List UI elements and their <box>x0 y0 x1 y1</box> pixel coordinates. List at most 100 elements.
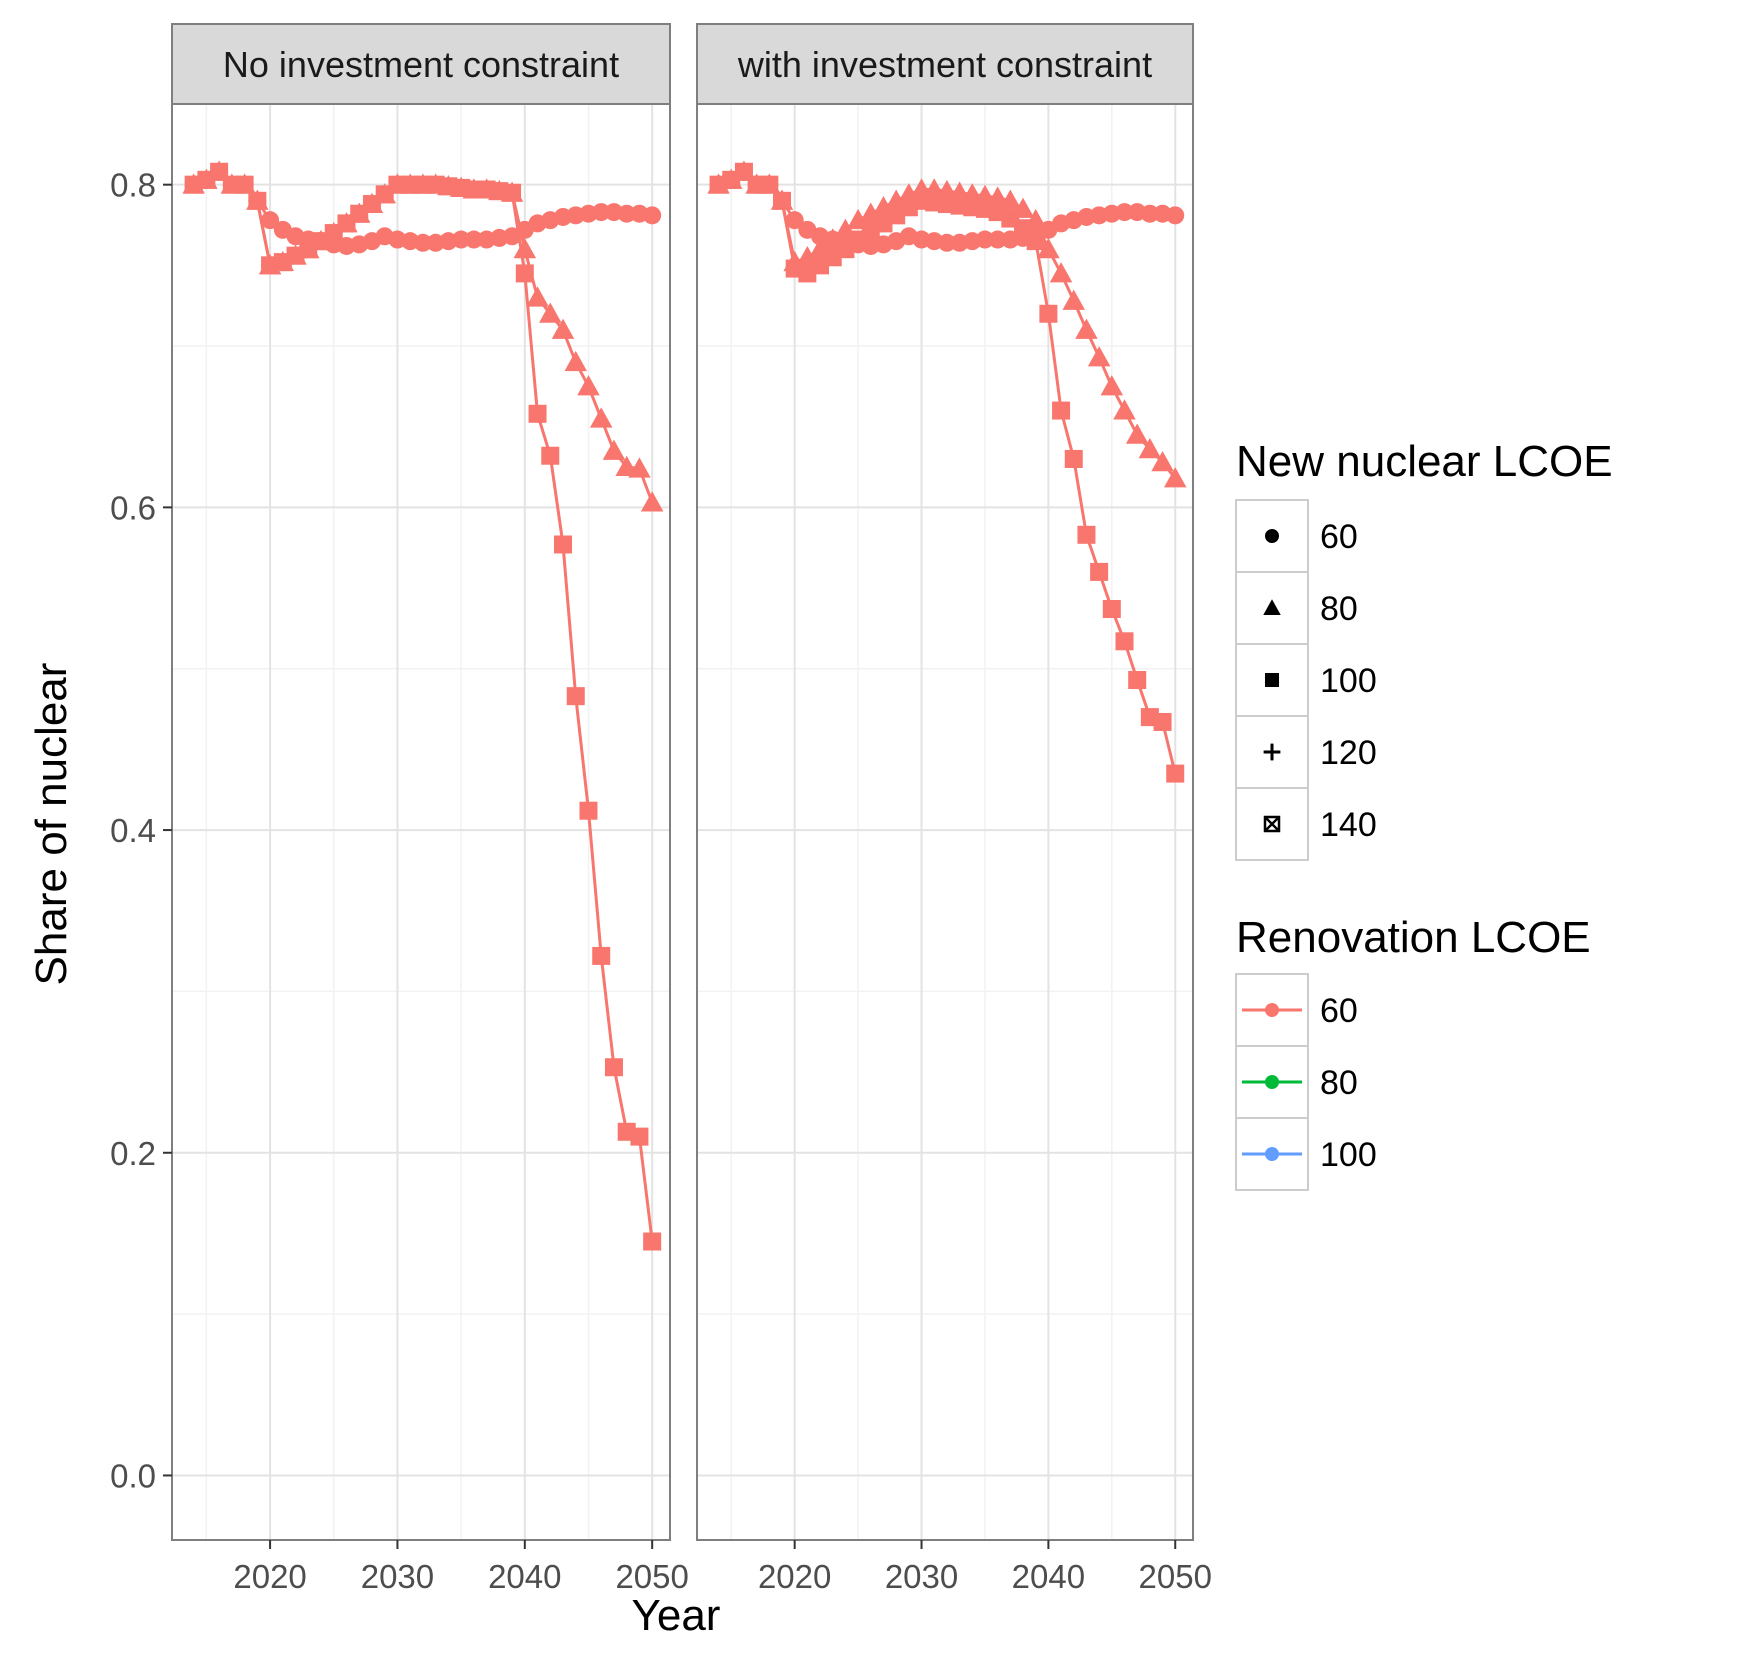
legend-entry-color-60: 60 <box>1235 973 1358 1047</box>
data-point <box>413 233 432 252</box>
data-point <box>1075 318 1098 339</box>
series-renovation-60-new-100 <box>184 162 662 1251</box>
legend-key-symbol <box>1265 1147 1279 1161</box>
data-point <box>1140 204 1159 223</box>
data-point <box>1077 525 1096 544</box>
data-point <box>1064 449 1083 468</box>
data-point <box>551 318 575 339</box>
legend-entry-shape-60: 60 <box>1235 499 1358 573</box>
facet-strip-label: No investment constraint <box>223 44 619 85</box>
x-tick-label: 2020 <box>233 1558 306 1595</box>
data-point <box>592 946 611 965</box>
data-point <box>602 439 626 460</box>
y-axis: 0.0 0.2 0.4 0.6 0.8 <box>110 167 172 1494</box>
legend-label: 80 <box>1320 590 1358 628</box>
panel-border <box>696 103 1194 1541</box>
legend-label: 140 <box>1320 806 1377 844</box>
data-point <box>261 211 280 230</box>
y-tick-label: 0.0 <box>110 1457 156 1494</box>
legend-entry-shape-100: 100 <box>1235 643 1377 717</box>
data-point <box>1037 237 1060 259</box>
data-point <box>513 237 537 259</box>
x-tick-label: 2030 <box>361 1558 434 1595</box>
data-point <box>640 491 664 512</box>
data-point <box>539 302 562 323</box>
data-point <box>515 264 534 283</box>
facet-panel-1: No investment constraint 2020 2030 2040 2050 <box>171 23 689 1595</box>
legend-label: 120 <box>1320 734 1377 772</box>
data-point <box>503 183 522 202</box>
legend-title-color: Renovation LCOE <box>1236 913 1591 962</box>
legend-new-nuclear: New nuclear LCOE 60 80 100 120 140 <box>1235 437 1613 861</box>
data-point <box>1138 438 1162 459</box>
data-point <box>1163 467 1187 488</box>
data-point <box>464 230 483 249</box>
data-point <box>1087 346 1111 367</box>
data-point <box>579 801 598 820</box>
plot-area <box>697 104 1193 1540</box>
data-point <box>541 446 560 465</box>
data-point <box>643 206 662 225</box>
data-point <box>526 286 549 307</box>
data-point <box>1062 289 1086 310</box>
panel-border <box>171 103 671 1541</box>
data-point <box>528 404 547 423</box>
data-point <box>589 407 613 428</box>
x-tick-label: 2050 <box>1139 1558 1212 1595</box>
facet-strip-label: with investment constraint <box>737 44 1152 85</box>
data-point <box>937 233 956 252</box>
facet-strip <box>696 23 1194 105</box>
legend-key-symbol <box>1265 529 1279 543</box>
legend-label: 60 <box>1320 992 1358 1030</box>
legend-entry-shape-120: 120 <box>1235 715 1377 789</box>
data-point <box>1026 232 1045 251</box>
data-point <box>1049 262 1073 283</box>
data-point <box>554 535 573 554</box>
data-point <box>248 191 267 210</box>
gridlines <box>172 104 670 1540</box>
data-point <box>1115 632 1134 651</box>
data-point <box>1166 206 1185 225</box>
legend-key-symbol <box>1265 673 1279 687</box>
legend-entry-color-100: 100 <box>1235 1117 1377 1191</box>
gridlines <box>697 104 1193 1540</box>
facet-panels: No investment constraint 2020 2030 2040 2050… <box>171 23 1212 1595</box>
legend-key-symbol <box>1265 1075 1279 1089</box>
y-tick-label: 0.2 <box>110 1135 156 1172</box>
legend-key-symbol <box>1263 599 1281 615</box>
data-point <box>975 230 994 249</box>
legend-label: 100 <box>1320 662 1377 700</box>
data-point <box>785 211 804 230</box>
data-point <box>630 1127 649 1146</box>
legend-label: 80 <box>1320 1064 1358 1102</box>
facet-strip <box>171 23 671 105</box>
legend-entry-shape-140: 140 <box>1235 787 1377 861</box>
data-point <box>1166 764 1185 783</box>
data-point <box>1128 671 1147 690</box>
x-tick-label: 2030 <box>885 1558 958 1595</box>
x-axis: 2020 2030 2040 2050 <box>758 1540 1212 1595</box>
data-point <box>1115 203 1134 222</box>
data-point <box>1052 401 1071 420</box>
y-tick-label: 0.4 <box>110 812 156 849</box>
x-tick-label: 2050 <box>615 1558 688 1595</box>
legend-entry-shape-80: 80 <box>1235 571 1358 645</box>
x-tick-label: 2040 <box>1012 1558 1085 1595</box>
data-point <box>564 350 587 372</box>
legend-title-shape: New nuclear LCOE <box>1236 437 1613 486</box>
data-point <box>988 230 1007 249</box>
y-tick-label: 0.8 <box>110 167 156 204</box>
data-point <box>1151 450 1174 472</box>
legend-key-symbol <box>1263 743 1281 761</box>
x-axis: 2020 2030 2040 2050 <box>233 1540 689 1595</box>
data-point <box>1125 423 1149 444</box>
legend-key-symbol <box>1263 815 1281 833</box>
data-point <box>1090 562 1109 581</box>
data-point <box>760 175 779 194</box>
legend-renovation: Renovation LCOE 60 80 100 <box>1235 913 1591 1191</box>
data-point <box>1102 600 1121 619</box>
plot-area <box>172 104 670 1540</box>
data-point <box>566 687 585 706</box>
data-point <box>617 204 636 223</box>
